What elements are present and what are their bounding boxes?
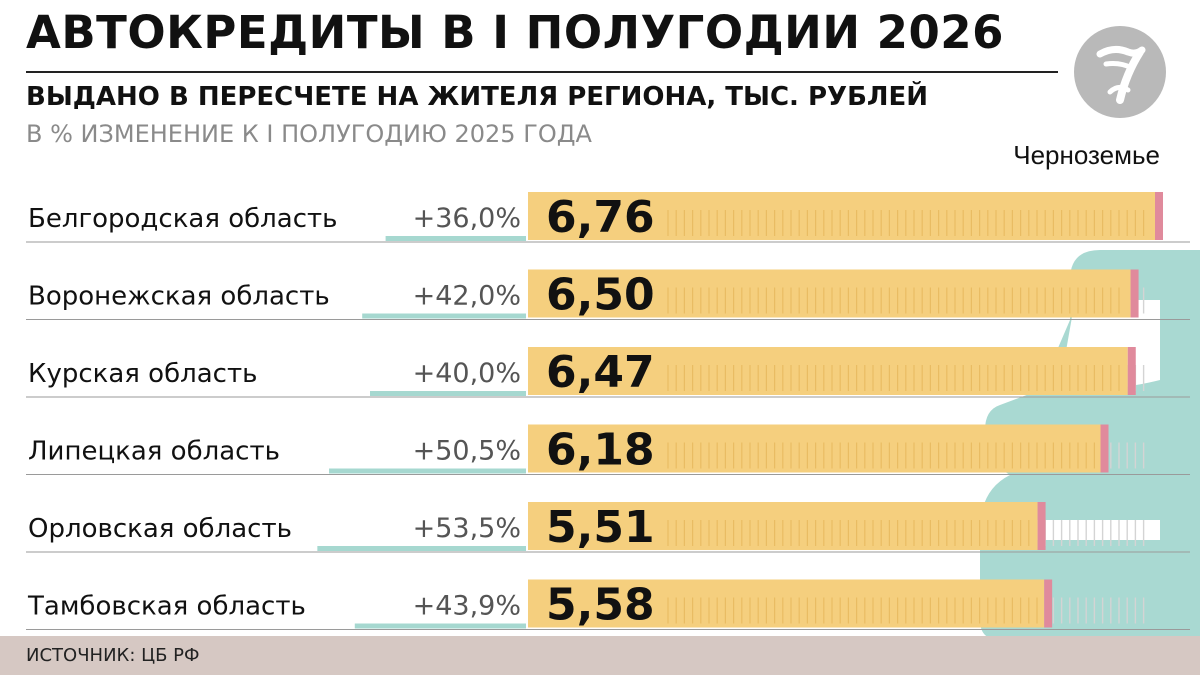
source-note: ИСТОЧНИК: ЦБ РФ: [26, 645, 200, 666]
region-label: Липецкая область: [28, 437, 280, 467]
change-indicator-line: [354, 623, 526, 629]
change-indicator-line: [385, 236, 526, 241]
change-indicator-line: [317, 546, 526, 551]
source-bar: [0, 636, 1200, 675]
value-bar-end: [1127, 347, 1136, 395]
bar-overlay-ticks: [667, 520, 1030, 546]
region-label: Орловская область: [28, 514, 292, 544]
change-label: +50,5%: [413, 436, 521, 467]
change-label: +36,0%: [413, 203, 521, 234]
bar-overlay-ticks: [667, 442, 1096, 469]
region-label: Курская область: [28, 359, 257, 389]
change-label: +40,0%: [413, 358, 521, 389]
circle-seven-logo-icon: [1074, 26, 1166, 118]
value-bar: [528, 579, 1045, 628]
value-bar: [528, 347, 1128, 395]
region-label: Воронежская область: [28, 282, 330, 312]
change-label: +53,5%: [413, 513, 521, 544]
change-indicator-line: [329, 468, 526, 474]
title-divider: [26, 71, 1058, 73]
value-label: 5,58: [546, 580, 655, 631]
value-bar: [528, 192, 1155, 240]
change-label: +43,9%: [413, 591, 521, 622]
value-bar-end: [1044, 579, 1053, 628]
value-bar: [528, 424, 1101, 473]
brand-name: Черноземье: [1013, 140, 1160, 170]
change-indicator-line: [370, 391, 526, 396]
region-label: Белгородская область: [28, 204, 338, 234]
value-bar-end: [1155, 192, 1163, 240]
bar-overlay-ticks: [667, 597, 1038, 624]
bar-overlay-ticks: [667, 210, 1145, 236]
value-bar-end: [1130, 269, 1139, 318]
value-label: 6,47: [546, 347, 655, 398]
value-label: 6,76: [546, 192, 655, 243]
value-bar-end: [1100, 424, 1109, 473]
value-bar-end: [1037, 502, 1046, 550]
value-label: 6,50: [546, 270, 655, 321]
chart-subtitle: ВЫДАНО В ПЕРЕСЧЕТЕ НА ЖИТЕЛЯ РЕГИОНА, ТЫ…: [26, 82, 929, 112]
bar-overlay-ticks: [667, 365, 1120, 391]
value-bar: [528, 269, 1131, 318]
value-label: 5,51: [546, 502, 655, 553]
chart-title: АВТОКРЕДИТЫ В I ПОЛУГОДИИ 2026: [26, 6, 1004, 59]
change-indicator-line: [362, 313, 526, 319]
value-label: 6,18: [546, 425, 655, 476]
change-label: +42,0%: [413, 281, 521, 312]
bar-overlay-ticks: [667, 287, 1120, 314]
chart-subtitle-change: В % ИЗМЕНЕНИЕ К I ПОЛУГОДИЮ 2025 ГОДА: [26, 120, 592, 148]
region-label: Тамбовская область: [27, 592, 306, 622]
